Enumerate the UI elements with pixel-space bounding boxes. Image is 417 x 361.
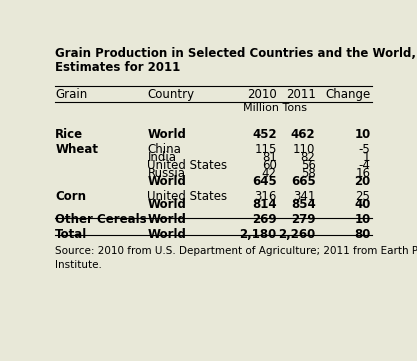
Text: 452: 452: [252, 128, 277, 141]
Text: 341: 341: [293, 190, 316, 203]
Text: Grain Production in Selected Countries and the World, 2010 and: Grain Production in Selected Countries a…: [55, 48, 417, 61]
Text: India: India: [148, 151, 176, 164]
Text: 20: 20: [354, 174, 370, 187]
Text: Other Cereals: Other Cereals: [55, 213, 147, 226]
Text: 40: 40: [354, 197, 370, 210]
Text: 42: 42: [262, 167, 277, 180]
Text: World: World: [148, 197, 186, 210]
Text: Country: Country: [148, 88, 195, 101]
Text: 2010: 2010: [247, 88, 277, 101]
Text: 2011: 2011: [286, 88, 316, 101]
Text: 1: 1: [363, 151, 370, 164]
Text: Corn: Corn: [55, 190, 86, 203]
Text: 2,260: 2,260: [278, 228, 316, 241]
Text: China: China: [148, 143, 181, 156]
Text: United States: United States: [148, 159, 228, 172]
Text: 645: 645: [252, 174, 277, 187]
Text: 25: 25: [356, 190, 370, 203]
Text: -4: -4: [359, 159, 370, 172]
Text: Rice: Rice: [55, 128, 83, 141]
Text: World: World: [148, 128, 186, 141]
Text: -5: -5: [359, 143, 370, 156]
Text: 2,180: 2,180: [239, 228, 277, 241]
Text: 81: 81: [262, 151, 277, 164]
Text: United States: United States: [148, 190, 228, 203]
Text: Total: Total: [55, 228, 88, 241]
Text: World: World: [148, 213, 186, 226]
Text: 80: 80: [354, 228, 370, 241]
Text: Change: Change: [325, 88, 370, 101]
Text: World: World: [148, 228, 186, 241]
Text: 110: 110: [293, 143, 316, 156]
Text: 814: 814: [252, 197, 277, 210]
Text: 316: 316: [254, 190, 277, 203]
Text: 665: 665: [291, 174, 316, 187]
Text: 82: 82: [301, 151, 316, 164]
Text: 854: 854: [291, 197, 316, 210]
Text: 462: 462: [291, 128, 316, 141]
Text: Institute.: Institute.: [55, 260, 102, 270]
Text: 16: 16: [355, 167, 370, 180]
Text: 60: 60: [262, 159, 277, 172]
Text: 269: 269: [252, 213, 277, 226]
Text: Grain: Grain: [55, 88, 88, 101]
Text: Million Tons: Million Tons: [243, 103, 307, 113]
Text: Russia: Russia: [148, 167, 186, 180]
Text: 10: 10: [354, 128, 370, 141]
Text: Wheat: Wheat: [55, 143, 98, 156]
Text: Source: 2010 from U.S. Department of Agriculture; 2011 from Earth Policy: Source: 2010 from U.S. Department of Agr…: [55, 246, 417, 256]
Text: 279: 279: [291, 213, 316, 226]
Text: 115: 115: [254, 143, 277, 156]
Text: World: World: [148, 174, 186, 187]
Text: 56: 56: [301, 159, 316, 172]
Text: Estimates for 2011: Estimates for 2011: [55, 61, 181, 74]
Text: 58: 58: [301, 167, 316, 180]
Text: 10: 10: [354, 213, 370, 226]
